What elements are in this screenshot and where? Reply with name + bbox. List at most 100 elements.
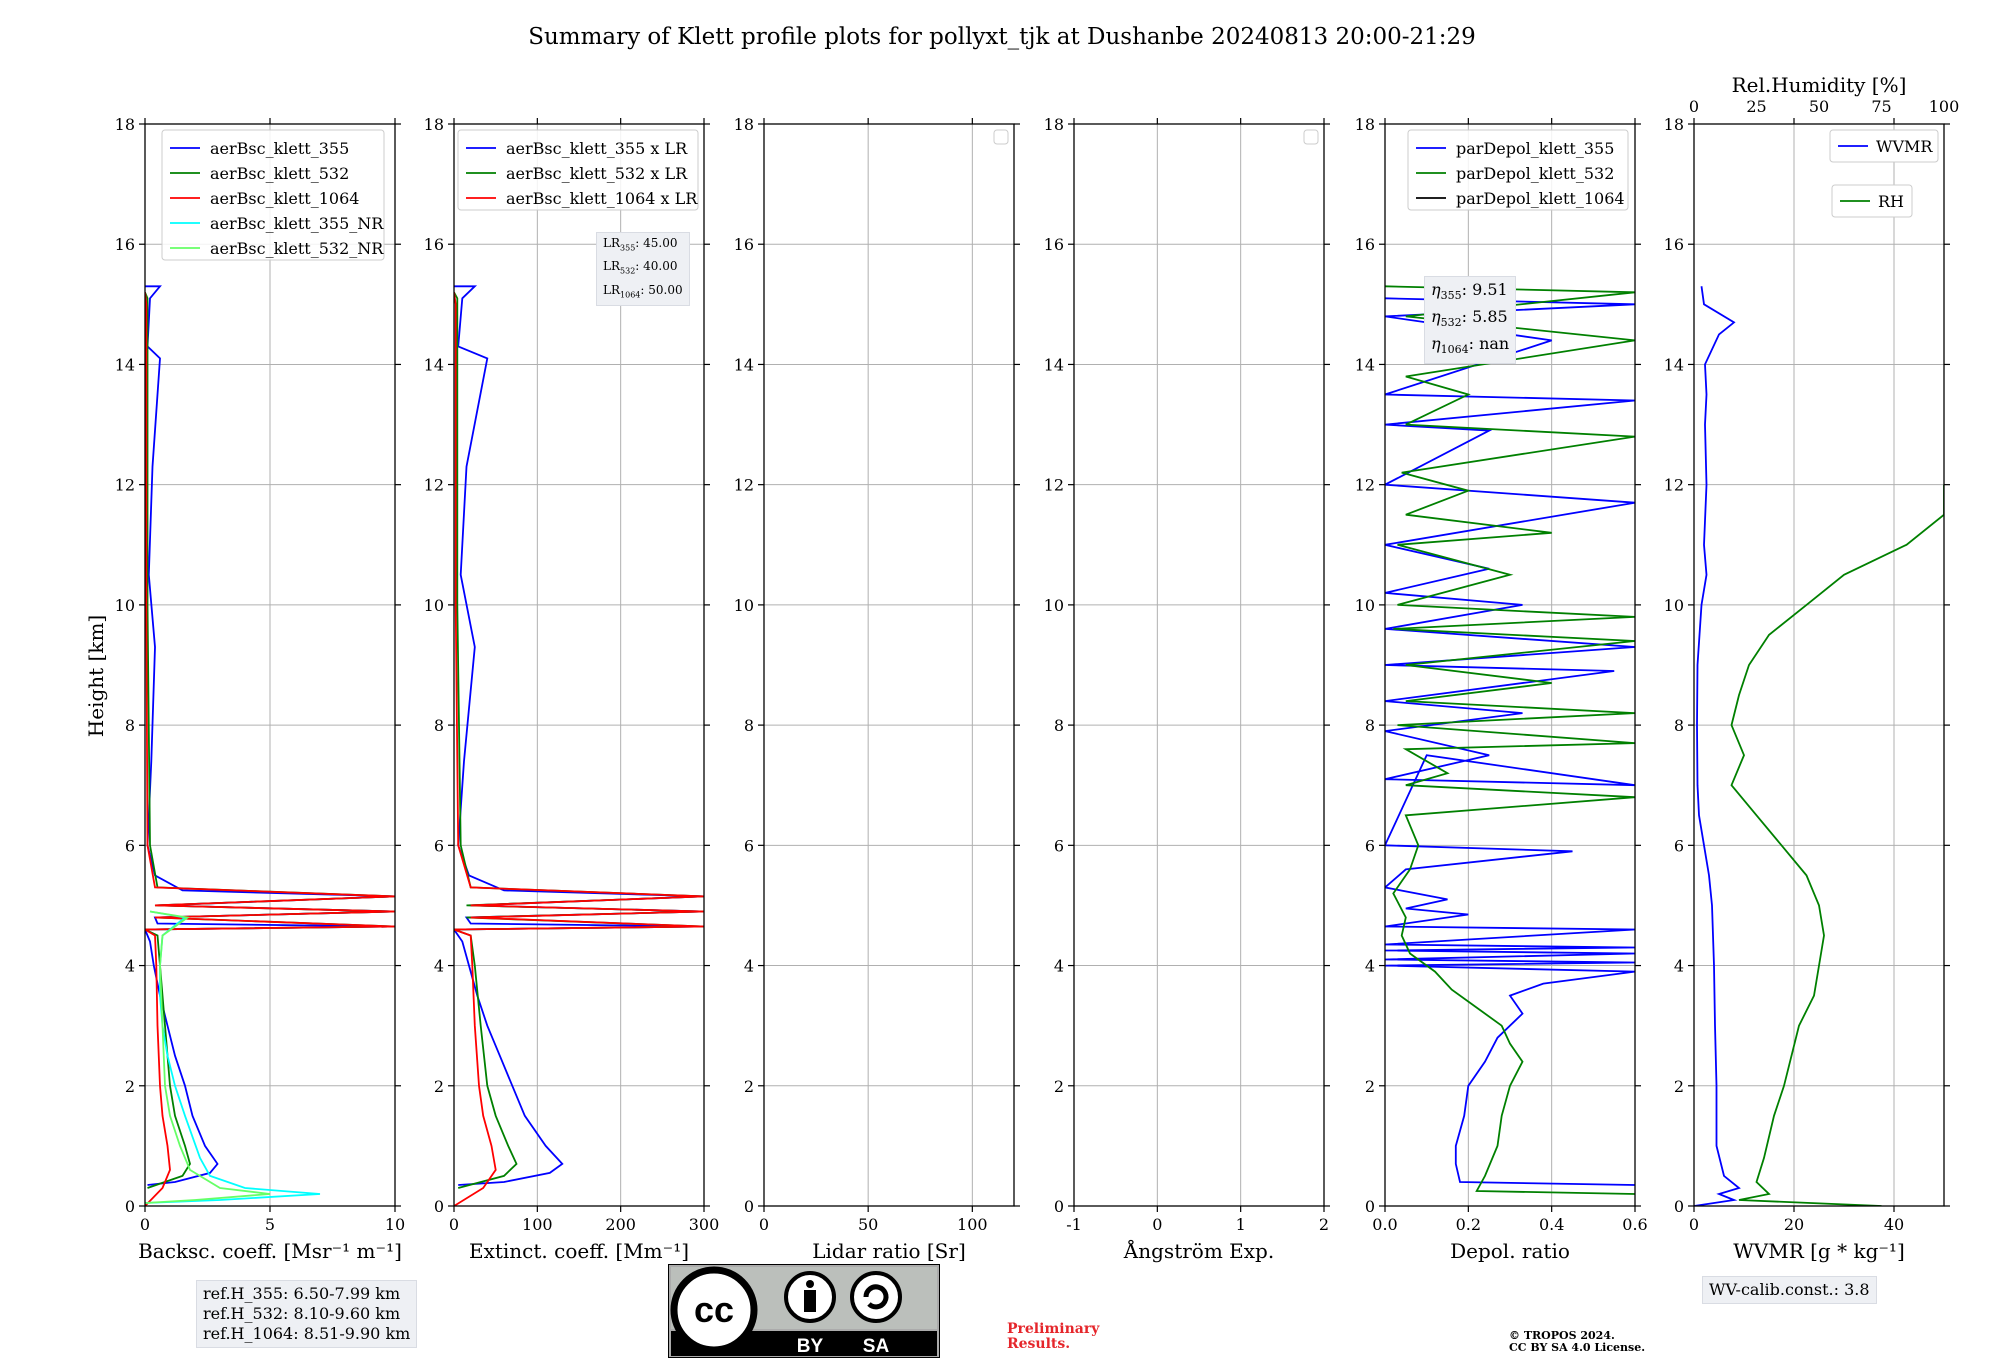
x-tick-label: 50	[858, 1215, 878, 1234]
y-tick-label: 12	[115, 476, 135, 495]
y-tick-label: 0	[744, 1197, 754, 1216]
refh-355: ref.H_355: 6.50-7.99 km	[203, 1284, 401, 1303]
y-tick-label: 0	[434, 1197, 444, 1216]
y-tick-label: 2	[1365, 1077, 1375, 1096]
y-tick-label: 0	[125, 1197, 135, 1216]
y-tick-label: 10	[115, 596, 135, 615]
x2-axis-label: Rel.Humidity [%]	[1732, 73, 1907, 97]
x-tick-label: 0	[1152, 1215, 1162, 1234]
x-tick-label: 0	[759, 1215, 769, 1234]
series-line-aerBsc_klett_532 x LR	[454, 291, 704, 1189]
y-tick-label: 8	[125, 716, 135, 735]
y-tick-label: 14	[1664, 355, 1684, 374]
lr-532-line: LR532: 40.00	[603, 259, 678, 276]
lr-1064-line: LR1064: 50.00	[603, 282, 683, 300]
y-tick-label: 16	[424, 235, 444, 254]
y-tick-label: 8	[1365, 716, 1375, 735]
x-axis-label: Lidar ratio [Sr]	[812, 1239, 966, 1263]
series-line-RH	[1730, 484, 1944, 1206]
series-line-aerBsc_klett_1064 x LR	[454, 292, 704, 1206]
y-tick-label: 4	[125, 957, 135, 976]
axes-frame	[1384, 123, 1636, 1207]
legend-box	[1831, 184, 1913, 218]
y-tick-label: 2	[1054, 1077, 1064, 1096]
y-tick-label: 2	[744, 1077, 754, 1096]
legend-label: WVMR	[1876, 137, 1933, 156]
x-axis-label: Extinct. coeff. [Mm⁻¹]	[469, 1239, 689, 1263]
y-tick-label: 4	[744, 957, 754, 976]
x-axis-label: WVMR [g * kg⁻¹]	[1733, 1239, 1905, 1263]
x2-tick-label: 75	[1871, 97, 1891, 116]
attribution-body	[804, 1290, 816, 1312]
series-line-aerBsc_klett_532_NR	[145, 910, 271, 1204]
y-tick-label: 14	[115, 355, 135, 374]
y-tick-label: 18	[1355, 115, 1375, 134]
axes-frame	[763, 123, 1015, 1207]
x-tick-label: 100	[522, 1215, 553, 1234]
legend-label: aerBsc_klett_532	[210, 164, 349, 183]
series-line-aerBsc_klett_355_NR	[145, 910, 321, 1204]
series-line-WVMR	[1694, 286, 1741, 1206]
y-tick-label: 4	[1674, 957, 1684, 976]
y-tick-label: 2	[125, 1077, 135, 1096]
legend-box	[457, 129, 699, 211]
x-tick-label: 5	[265, 1215, 275, 1234]
y-tick-label: 8	[1054, 716, 1064, 735]
angstrom-eta-box: η355: 9.51 η532: 5.85 η1064: nan	[1424, 276, 1517, 364]
x-tick-label: 0	[1689, 1215, 1699, 1234]
x-tick-label: -1	[1066, 1215, 1082, 1234]
y-tick-label: 10	[1044, 596, 1064, 615]
y-tick-label: 16	[734, 235, 754, 254]
y-tick-label: 10	[424, 596, 444, 615]
legend-box	[993, 129, 1009, 145]
attribution-head	[806, 1280, 814, 1288]
y-tick-label: 16	[1664, 235, 1684, 254]
y-tick-label: 0	[1674, 1197, 1684, 1216]
y-tick-label: 14	[1044, 355, 1064, 374]
y-tick-label: 16	[115, 235, 135, 254]
y-tick-label: 14	[424, 355, 444, 374]
x-axis-label: Depol. ratio	[1450, 1239, 1570, 1263]
y-tick-label: 18	[424, 115, 444, 134]
eta-532-line: η532: 5.85	[1431, 307, 1508, 330]
legend-box	[161, 129, 385, 261]
y-tick-label: 4	[1054, 957, 1064, 976]
panel-6: 0 2 4 6 8 10 12 14 16 18 0 20 40 WVMR [g * kg⁻¹] 0 25 50…	[1664, 73, 1960, 1263]
y-tick-label: 18	[1664, 115, 1684, 134]
y-tick-label: 4	[1365, 957, 1375, 976]
eta-355-line: η355: 9.51	[1431, 280, 1508, 303]
y-tick-label: 16	[1355, 235, 1375, 254]
panel-1: 0 2 4 6 8 10 12 14 16 18 0 5 10 Backsc. coeff. [Msr⁻¹…	[115, 115, 406, 1263]
y-tick-label: 0	[1054, 1197, 1064, 1216]
figure-title: Summary of Klett profile plots for polly…	[528, 24, 1476, 50]
y-tick-label: 18	[1044, 115, 1064, 134]
y-tick-label: 12	[734, 476, 754, 495]
eta-1064-line: η1064: nan	[1431, 334, 1510, 357]
legend-label: aerBsc_klett_355	[210, 139, 349, 158]
y-tick-label: 18	[115, 115, 135, 134]
y-tick-label: 10	[1664, 596, 1684, 615]
y-tick-label: 14	[734, 355, 754, 374]
x-tick-label: 0.2	[1456, 1215, 1481, 1234]
lidar-ratio-box: LR355: 45.00 LR532: 40.00 LR1064: 50.00	[596, 232, 690, 307]
x-tick-label: 0	[449, 1215, 459, 1234]
legend-box	[1303, 129, 1319, 145]
x-tick-label: 20	[1784, 1215, 1804, 1234]
y-tick-label: 14	[1355, 355, 1375, 374]
x-axis-label: Ångström Exp.	[1123, 1238, 1274, 1263]
y-tick-label: 12	[1664, 476, 1684, 495]
by-label: BY	[797, 1336, 824, 1357]
refh-532: ref.H_532: 8.10-9.60 km	[203, 1304, 401, 1323]
cc-by-sa-logo: cc BY SA	[668, 1264, 940, 1358]
y-tick-label: 6	[1674, 836, 1684, 855]
y-tick-label: 2	[1674, 1077, 1684, 1096]
y-tick-label: 12	[1355, 476, 1375, 495]
legend-label: parDepol_klett_532	[1456, 164, 1614, 183]
y-tick-label: 12	[1044, 476, 1064, 495]
reference-height-box: ref.H_355: 6.50-7.99 km ref.H_532: 8.10-…	[196, 1280, 418, 1348]
x-tick-label: 200	[605, 1215, 636, 1234]
x2-tick-label: 100	[1929, 97, 1960, 116]
y-tick-label: 8	[744, 716, 754, 735]
